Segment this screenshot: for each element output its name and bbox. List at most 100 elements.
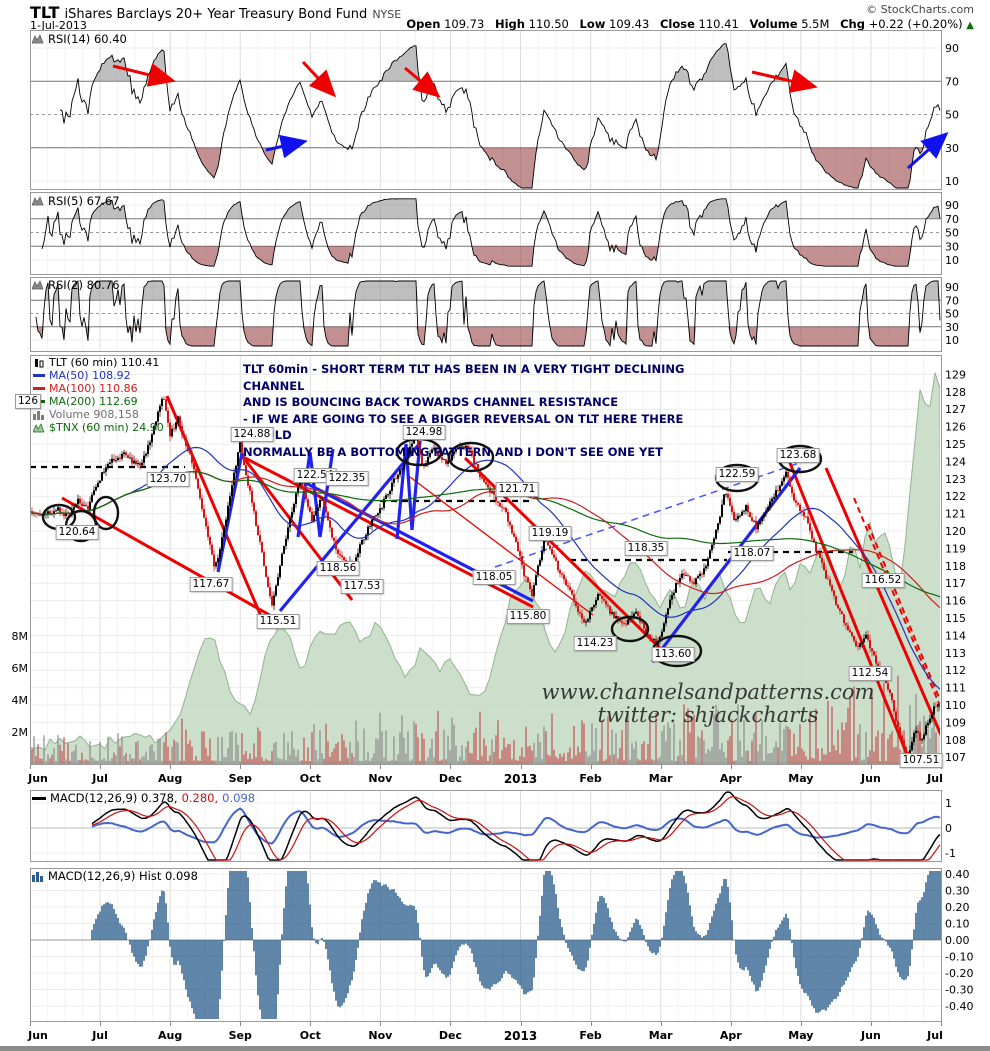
legend-ma200: MA(200) 112.69 xyxy=(33,395,164,408)
circle-annotation xyxy=(610,615,650,643)
moving-average xyxy=(31,446,940,690)
rsi2-legend: RSI(2) 80.76 xyxy=(32,278,120,292)
watermark-twitter: twitter: shjackcharts xyxy=(597,703,819,727)
ticker-symbol: TLT xyxy=(30,3,60,22)
high-value: 110.50 xyxy=(528,17,569,31)
legend-tnx-text: $TNX (60 min) 24.90 xyxy=(49,421,164,434)
area-chart-icon xyxy=(32,280,44,290)
red-arrow xyxy=(301,60,337,98)
month-label: 2013 xyxy=(503,1029,538,1043)
y-axis-label: 10 xyxy=(945,175,959,188)
y-axis-label: 30 xyxy=(945,142,959,155)
rsi-line xyxy=(35,280,941,347)
month-label: Aug xyxy=(158,1029,183,1042)
month-label: Jul xyxy=(92,1029,108,1042)
month-label: Jul xyxy=(92,772,108,785)
volume-axis-label: 4M xyxy=(11,694,29,707)
red-dashed-trendline xyxy=(853,497,940,707)
month-label: May xyxy=(788,772,814,785)
y-axis-label: 0.20 xyxy=(945,901,970,914)
month-label: Dec xyxy=(438,772,463,785)
y-axis-label: 30 xyxy=(945,240,959,253)
price-legend: TLT (60 min) 110.41 MA(50) 108.92 MA(100… xyxy=(33,356,164,434)
month-label: Apr xyxy=(719,1029,742,1042)
month-label: Sep xyxy=(228,772,252,785)
y-axis-label: 121 xyxy=(945,508,966,521)
volume-bars-down xyxy=(31,675,940,764)
line-icon xyxy=(33,374,45,377)
hist-legend: MACD(12,26,9) Hist 0.098 xyxy=(32,869,198,883)
red-arrow xyxy=(751,69,818,93)
price-label: 116.52 xyxy=(861,572,905,588)
y-axis-label: 70 xyxy=(945,294,959,307)
rsi14-value: RSI(14) 60.40 xyxy=(48,32,127,46)
y-axis-label: -1 xyxy=(945,847,956,860)
month-label: Sep xyxy=(228,1029,252,1042)
line-icon xyxy=(32,796,46,800)
circle-annotation xyxy=(92,495,120,531)
volume-axis-label: 8M xyxy=(11,630,29,643)
tnx-area xyxy=(31,372,940,764)
y-axis-label: -0.30 xyxy=(945,984,973,997)
y-axis-label: -0.10 xyxy=(945,951,973,964)
month-label: Jun xyxy=(28,772,48,785)
low-value: 109.43 xyxy=(609,17,650,31)
month-label: Oct xyxy=(299,1029,321,1042)
red-arrow xyxy=(112,63,176,87)
gridlines xyxy=(30,791,941,861)
chart-date: 1-Jul-2013 xyxy=(30,19,87,32)
chg-value: +0.22 (+0.20%) xyxy=(868,17,963,31)
price-label: 121.71 xyxy=(495,482,539,498)
red-trendline xyxy=(786,457,910,758)
y-axis-label: 10 xyxy=(945,254,959,267)
rsi2-value: RSI(2) 80.76 xyxy=(48,278,120,292)
legend-ma100: MA(100) 110.86 xyxy=(33,382,164,395)
exchange: NYSE xyxy=(372,8,402,21)
watermark-url: www.channelsandpatterns.com xyxy=(541,680,875,704)
price-label: 126 xyxy=(14,394,42,409)
close-value: 110.41 xyxy=(698,17,739,31)
y-axis-label: 0.00 xyxy=(945,934,970,947)
blue-trendline xyxy=(650,467,802,663)
legend-tnx: $TNX (60 min) 24.90 xyxy=(33,421,164,434)
month-label: Nov xyxy=(368,772,393,785)
y-axis-label: 90 xyxy=(945,199,959,212)
month-label: Jul xyxy=(927,1029,943,1042)
month-label: Jul xyxy=(927,772,943,785)
area-chart-icon xyxy=(32,196,44,206)
y-axis-label: 90 xyxy=(945,281,959,294)
volume-value: 5.5M xyxy=(801,17,830,31)
price-label: 123.70 xyxy=(146,471,190,487)
y-axis-label: 10 xyxy=(945,334,959,347)
price-label: 120.64 xyxy=(55,524,99,540)
macd-line xyxy=(91,791,941,861)
high-label: High xyxy=(494,17,525,31)
blue-arrow xyxy=(265,134,308,159)
y-axis-label: 0.40 xyxy=(945,868,970,881)
y-axis-label: -0.20 xyxy=(945,967,973,980)
price-label: 118.07 xyxy=(730,545,774,561)
watermark: www.channelsandpatterns.com twitter: shj… xyxy=(478,681,938,727)
month-label: Aug xyxy=(158,772,183,785)
price-label: 118.35 xyxy=(624,540,668,556)
price-label: 117.53 xyxy=(340,578,384,594)
y-axis-label: 0 xyxy=(945,822,952,835)
copyright: © StockCharts.com xyxy=(866,3,974,16)
price-label: 122.59 xyxy=(715,466,759,482)
red-trendline xyxy=(241,456,354,601)
macd-value-blue: 0.098 xyxy=(222,791,256,805)
price-label: 124.98 xyxy=(402,425,446,441)
price-label: 124.88 xyxy=(230,427,274,443)
macd-legend: MACD(12,26,9) 0.378, 0.280, 0.098 xyxy=(32,791,255,805)
price-label: 123.68 xyxy=(776,447,820,463)
y-axis-label: 108 xyxy=(945,734,966,747)
annotation-line: TLT 60min - SHORT TERM TLT HAS BEEN IN A… xyxy=(243,362,685,393)
bottom-scrollbar xyxy=(0,1046,990,1051)
legend-tlt-text: TLT (60 min) 110.41 xyxy=(49,356,160,369)
price-label: 117.67 xyxy=(189,576,233,592)
circle-annotation xyxy=(447,441,495,473)
macd-value-black: MACD(12,26,9) 0.378, xyxy=(50,791,178,805)
y-axis-label: 0.10 xyxy=(945,918,970,931)
